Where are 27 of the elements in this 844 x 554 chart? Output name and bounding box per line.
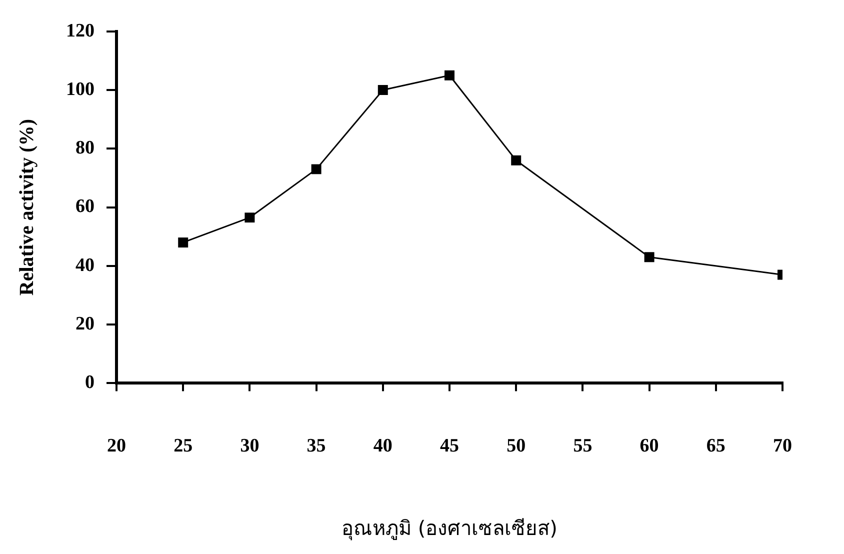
x-tick-label: 20 bbox=[107, 436, 126, 457]
point bbox=[311, 164, 322, 174]
x-tick-label: 55 bbox=[573, 436, 592, 457]
point bbox=[244, 212, 255, 223]
x-tick-label: 60 bbox=[640, 436, 659, 457]
x-tick-label: 65 bbox=[706, 436, 726, 457]
y-tick-label: 80 bbox=[76, 138, 94, 159]
y-tick-label: 120 bbox=[66, 20, 94, 42]
y-tick-label: 60 bbox=[76, 196, 94, 218]
y-tick-label: 100 bbox=[66, 78, 94, 100]
y-tick-label: 40 bbox=[76, 254, 94, 276]
point bbox=[511, 155, 522, 166]
point bbox=[444, 70, 454, 80]
x-tick-label: 70 bbox=[773, 436, 792, 457]
y-tick-label: 0 bbox=[85, 372, 94, 394]
x-tick-label: 35 bbox=[306, 436, 326, 457]
y-axis-title: Relative activity (%) bbox=[16, 118, 38, 296]
x-tick-label: 45 bbox=[440, 436, 459, 457]
point bbox=[644, 252, 654, 262]
x-tick-label: 30 bbox=[240, 436, 260, 457]
x-tick-label: 50 bbox=[506, 436, 526, 457]
y-tick-label: 20 bbox=[76, 313, 94, 334]
x-axis-title: อุณหภูมิ (องศาเซลเซียส) bbox=[342, 516, 558, 542]
x-tick-label: 25 bbox=[174, 436, 193, 457]
point bbox=[178, 237, 188, 248]
x-tick-label: 40 bbox=[373, 436, 392, 457]
point bbox=[378, 85, 388, 96]
